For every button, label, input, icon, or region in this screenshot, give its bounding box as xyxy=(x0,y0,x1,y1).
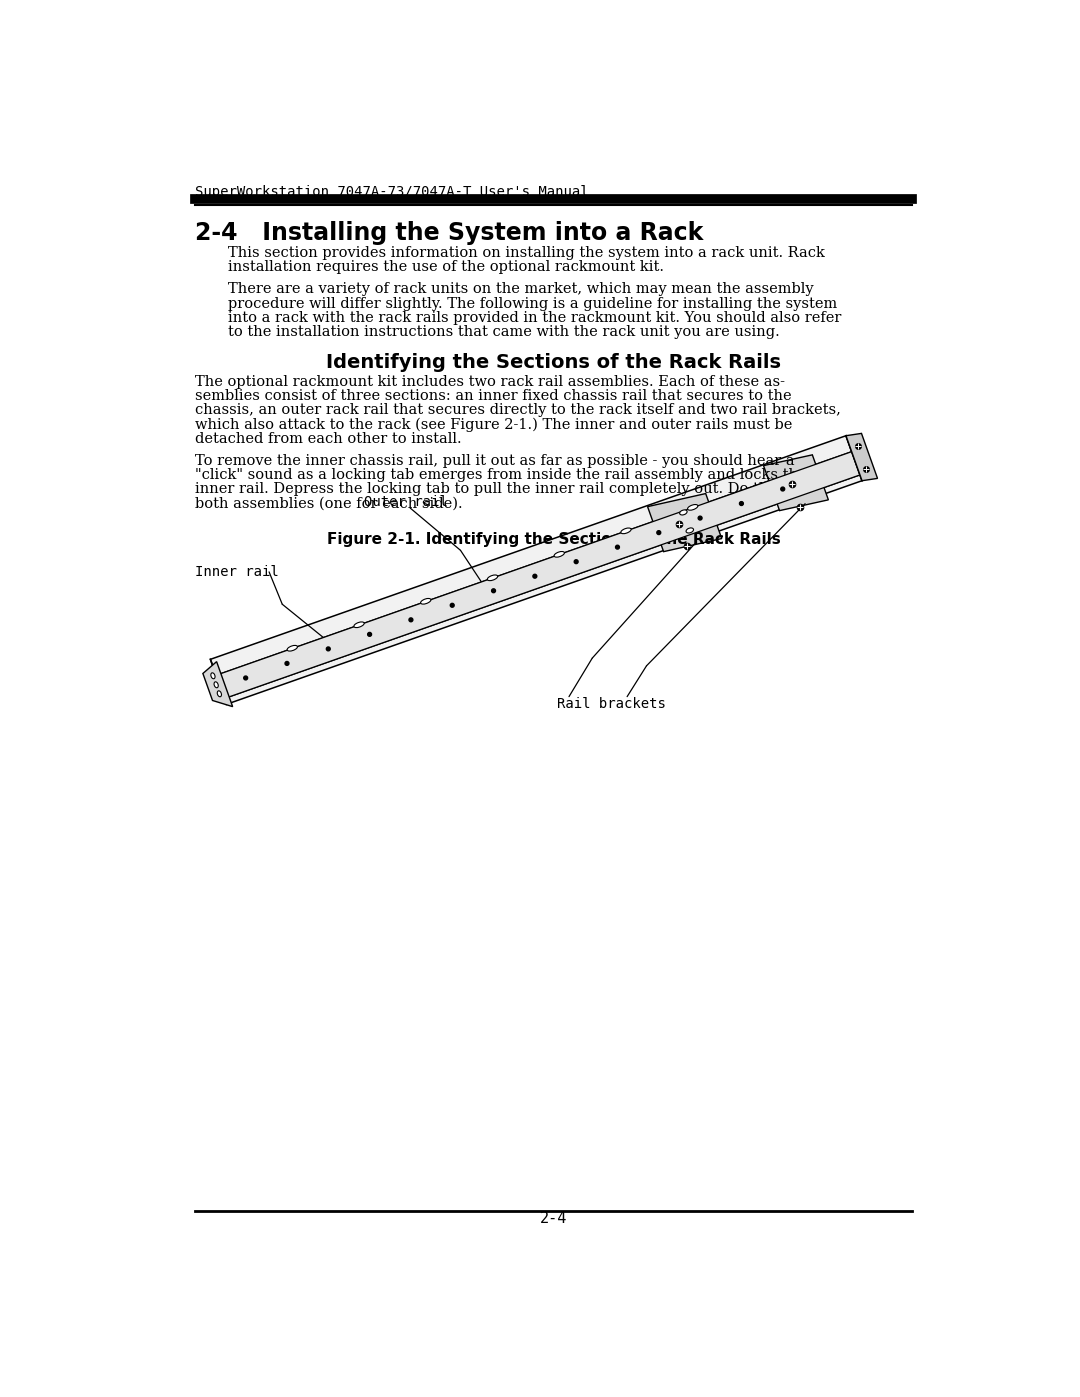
Ellipse shape xyxy=(554,552,565,557)
Text: to the installation instructions that came with the rack unit you are using.: to the installation instructions that ca… xyxy=(228,326,780,339)
Text: "click" sound as a locking tab emerges from inside the rail assembly and locks t: "click" sound as a locking tab emerges f… xyxy=(195,468,807,482)
Circle shape xyxy=(575,560,578,563)
Text: inner rail. Depress the locking tab to pull the inner rail completely out. Do th: inner rail. Depress the locking tab to p… xyxy=(195,482,807,496)
Text: chassis, an outer rack rail that secures directly to the rack itself and two rai: chassis, an outer rack rail that secures… xyxy=(195,404,841,418)
Text: detached from each other to install.: detached from each other to install. xyxy=(195,432,462,446)
Text: 2-4: 2-4 xyxy=(540,1211,567,1227)
Circle shape xyxy=(616,545,620,549)
Text: SuperWorkstation 7047A-73/7047A-T User's Manual: SuperWorkstation 7047A-73/7047A-T User's… xyxy=(195,184,589,198)
Ellipse shape xyxy=(688,504,698,510)
Ellipse shape xyxy=(287,645,297,651)
Circle shape xyxy=(491,588,496,592)
Text: This section provides information on installing the system into a rack unit. Rac: This section provides information on ins… xyxy=(228,246,825,260)
Circle shape xyxy=(781,488,785,490)
Ellipse shape xyxy=(217,690,221,697)
Polygon shape xyxy=(203,662,232,707)
Polygon shape xyxy=(216,451,860,698)
Polygon shape xyxy=(846,433,878,481)
Circle shape xyxy=(285,662,289,665)
Text: Identifying the Sections of the Rack Rails: Identifying the Sections of the Rack Rai… xyxy=(326,353,781,372)
Circle shape xyxy=(450,604,455,608)
Circle shape xyxy=(698,515,702,520)
Text: Outer rail: Outer rail xyxy=(364,495,447,509)
Text: There are a variety of rack units on the market, which may mean the assembly: There are a variety of rack units on the… xyxy=(228,282,813,296)
Text: both assemblies (one for each side).: both assemblies (one for each side). xyxy=(195,496,463,510)
Circle shape xyxy=(409,617,413,622)
Text: Inner rail: Inner rail xyxy=(195,564,280,578)
Ellipse shape xyxy=(621,528,631,534)
Text: which also attack to the rack (see Figure 2-1.) The inner and outer rails must b: which also attack to the rack (see Figur… xyxy=(195,418,793,432)
Text: into a rack with the rack rails provided in the rackmount kit. You should also r: into a rack with the rack rails provided… xyxy=(228,312,841,326)
Ellipse shape xyxy=(686,528,693,534)
Text: To remove the inner chassis rail, pull it out as far as possible - you should he: To remove the inner chassis rail, pull i… xyxy=(195,454,795,468)
Ellipse shape xyxy=(679,510,687,515)
Text: The optional rackmount kit includes two rack rail assemblies. Each of these as-: The optional rackmount kit includes two … xyxy=(195,374,785,388)
Text: Figure 2-1. Identifying the Sections of the Rack Rails: Figure 2-1. Identifying the Sections of … xyxy=(326,532,781,548)
Polygon shape xyxy=(648,493,721,552)
Ellipse shape xyxy=(354,622,364,627)
Ellipse shape xyxy=(487,576,498,581)
Ellipse shape xyxy=(214,682,218,687)
Circle shape xyxy=(740,502,743,506)
Circle shape xyxy=(367,633,372,636)
Ellipse shape xyxy=(211,673,215,679)
Polygon shape xyxy=(764,455,828,511)
Text: installation requires the use of the optional rackmount kit.: installation requires the use of the opt… xyxy=(228,260,664,274)
Circle shape xyxy=(532,574,537,578)
Text: semblies consist of three sections: an inner fixed chassis rail that secures to : semblies consist of three sections: an i… xyxy=(195,388,792,402)
Circle shape xyxy=(244,676,247,680)
Ellipse shape xyxy=(420,598,431,604)
Circle shape xyxy=(657,531,661,535)
Text: procedure will differ slightly. The following is a guideline for installing the : procedure will differ slightly. The foll… xyxy=(228,296,837,310)
Text: 2-4   Installing the System into a Rack: 2-4 Installing the System into a Rack xyxy=(195,221,704,244)
Text: Rail brackets: Rail brackets xyxy=(557,697,666,711)
Circle shape xyxy=(326,647,330,651)
Polygon shape xyxy=(211,436,862,704)
